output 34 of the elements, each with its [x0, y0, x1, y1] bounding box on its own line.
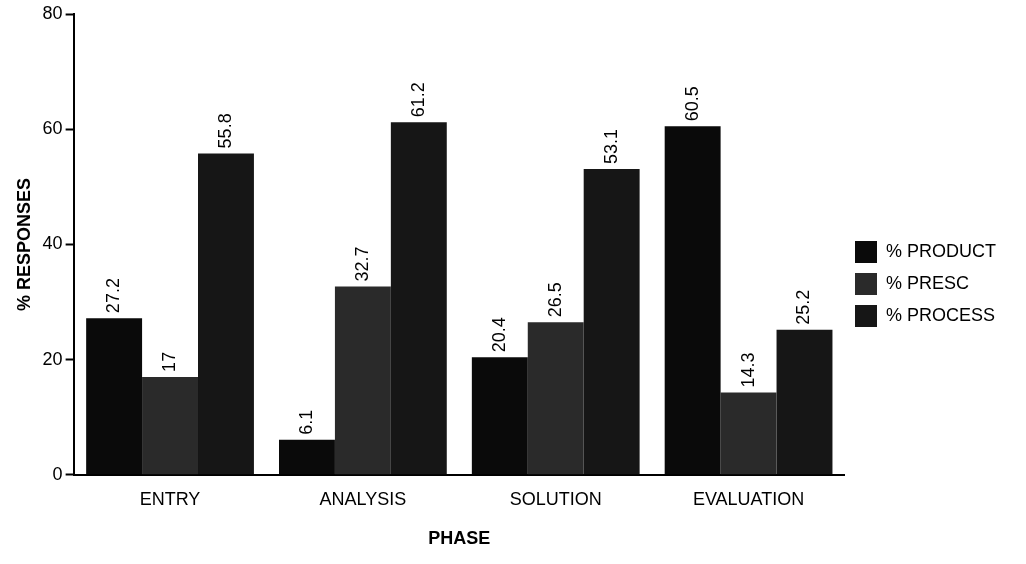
bar [776, 329, 833, 475]
data-label: 17 [159, 351, 180, 372]
x-tick-label: SOLUTION [509, 488, 602, 509]
data-label: 60.5 [681, 86, 702, 122]
bar [142, 376, 199, 475]
y-axis-title: % RESPONSES [13, 177, 34, 311]
legend-label: % PRODUCT [886, 240, 997, 261]
data-label: 53.1 [600, 128, 621, 164]
data-label: 32.7 [351, 246, 372, 282]
y-tick-label: 0 [52, 463, 63, 484]
data-label: 55.8 [214, 113, 235, 149]
data-label: 25.2 [793, 289, 814, 325]
bar [527, 322, 584, 475]
y-tick-label: 20 [42, 348, 63, 369]
bar [334, 286, 391, 475]
y-tick-label: 60 [42, 118, 63, 139]
data-label: 27.2 [103, 278, 124, 314]
x-tick-label: ANALYSIS [319, 488, 407, 509]
data-label: 20.4 [488, 317, 509, 353]
x-tick-label: EVALUATION [692, 488, 805, 509]
data-label: 61.2 [407, 82, 428, 118]
legend-label: % PRESC [886, 272, 970, 293]
x-tick-label: ENTRY [139, 488, 201, 509]
bar [583, 168, 640, 475]
data-label: 26.5 [544, 282, 565, 318]
legend-label: % PROCESS [886, 304, 996, 325]
bar [198, 153, 254, 475]
data-label: 6.1 [295, 409, 316, 435]
bar [720, 392, 777, 475]
x-axis-title: PHASE [428, 528, 491, 549]
data-label: 14.3 [737, 352, 758, 388]
y-tick-label: 80 [42, 2, 63, 23]
bar [390, 122, 447, 475]
y-tick-label: 40 [42, 233, 63, 254]
